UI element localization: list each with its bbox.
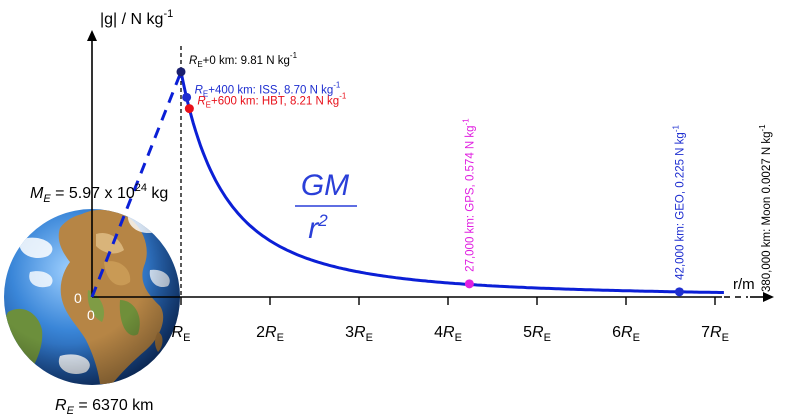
- point-label-1: RE+0 km: 9.81 N kg-1: [189, 51, 298, 69]
- point-label-2: RE+400 km: ISS, 8.70 N kg-1: [195, 80, 341, 98]
- x-tick-label-4: 4RE: [434, 324, 462, 344]
- series-layer: [90, 71, 724, 298]
- earth-mass-label: ME = 5.97 x 1024 kg: [30, 182, 168, 205]
- formula-denominator: r2: [308, 211, 328, 245]
- x-tick-label-7: 7RE: [701, 324, 729, 344]
- y-axis-label: |g| / N kg-1: [100, 8, 173, 28]
- point-label-4: 27,000 km: GPS, 0.574 N kg-1: [461, 118, 476, 272]
- earth-radius-label: RE = 6370 km: [55, 397, 154, 415]
- x-axis-arrow: [763, 292, 774, 302]
- moon-label: 380,000 km: Moon 0.0027 N kg-1: [758, 124, 773, 292]
- x-tick-label-1: RE: [172, 324, 191, 344]
- data-point-1: [176, 67, 186, 77]
- point-label-3: RE+600 km: HBT, 8.21 N kg-1: [197, 92, 346, 110]
- formula: GM r2: [295, 169, 357, 245]
- x-tick-label-5: 5RE: [523, 324, 551, 344]
- x-tick-label-2: 2RE: [256, 324, 284, 344]
- interior-dashed-line: [90, 71, 183, 298]
- origin-y-label: 0: [74, 290, 82, 306]
- data-point-3: [184, 104, 194, 114]
- origin-x-label: 0: [87, 307, 95, 323]
- points-layer: RE+0 km: 9.81 N kg-1 RE+400 km: ISS, 8.70…: [176, 51, 686, 297]
- y-axis-arrow: [87, 30, 97, 41]
- x-tick-labels: RE 2RE 3RE 4RE 5RE 6RE 7RE: [172, 324, 729, 344]
- inverse-square-curve: [179, 71, 724, 294]
- point-label-5: 42,000 km: GEO, 0.225 N kg-1: [671, 125, 686, 280]
- x-axis-label: r/m: [733, 276, 755, 293]
- x-tick-label-3: 3RE: [345, 324, 373, 344]
- x-ticks: [180, 297, 716, 305]
- data-point-4: [464, 279, 474, 289]
- x-tick-label-6: 6RE: [612, 324, 640, 344]
- formula-numerator: GM: [301, 169, 349, 202]
- axes: [87, 30, 774, 302]
- data-point-2: [182, 92, 192, 102]
- data-point-5: [674, 287, 684, 297]
